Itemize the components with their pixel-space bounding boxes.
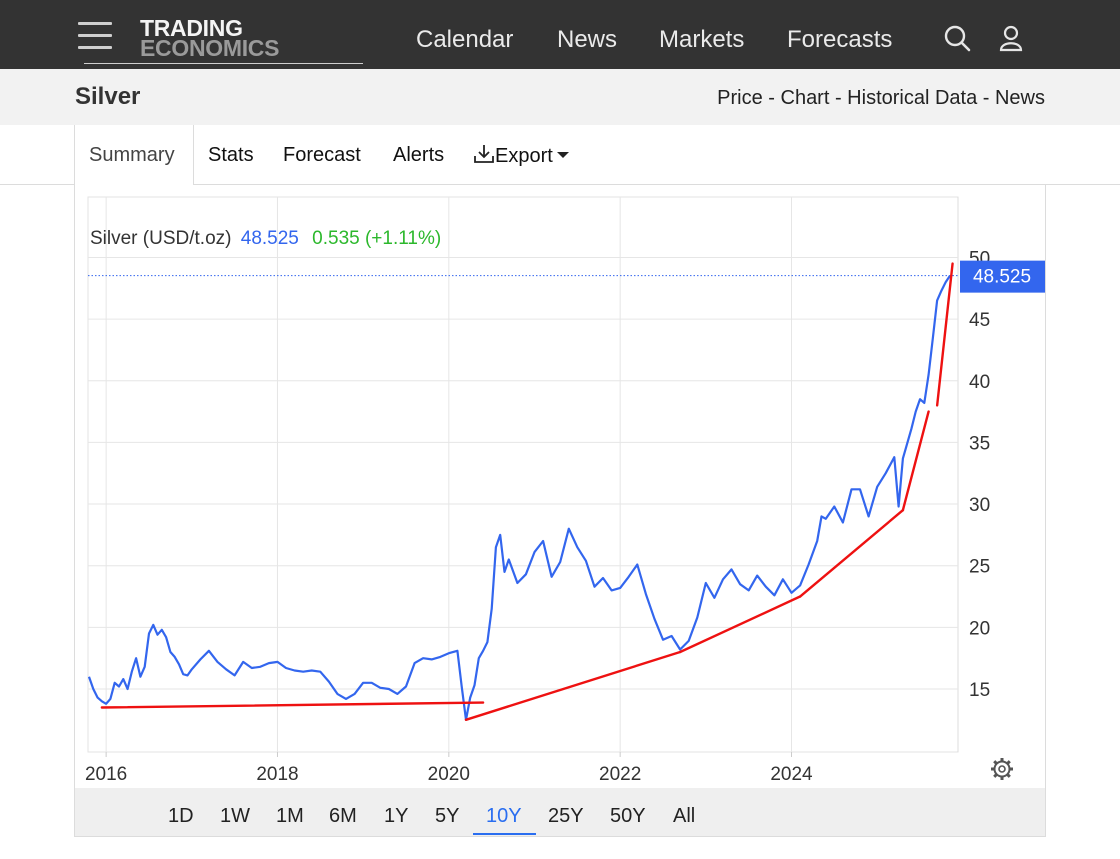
tabs-row: Summary Stats Forecast Alerts Export [0,125,1120,185]
tab-summary[interactable]: Summary [89,144,175,166]
tab-underline [84,63,363,64]
gear-icon[interactable] [991,758,1013,780]
trendline [100,701,485,709]
user-icon[interactable] [997,24,1027,54]
legend-series-name: Silver (USD/t.oz) [90,228,232,249]
y-tick-label: 20 [969,618,990,639]
price-series-line [87,274,951,721]
x-tick-label: 2022 [599,764,641,785]
logo[interactable]: TRADING ECONOMICS [140,15,280,61]
y-tick-label: 25 [969,557,990,578]
logo-line2: ECONOMICS [140,35,280,61]
chart-box [74,185,1046,837]
trendline [798,509,905,598]
legend-change: 0.535 (+1.11%) [312,228,442,249]
tab-forecast[interactable]: Forecast [283,144,361,166]
page-title: Silver [75,83,141,110]
y-tick-label: 35 [969,433,990,454]
range-10y[interactable]: 10Y [486,805,522,827]
plot-frame [87,196,959,753]
range-1w[interactable]: 1W [220,805,250,827]
trendline [678,595,802,654]
logo-line1: TRADING [140,15,243,41]
y-tick-label: 45 [969,310,990,331]
range-1m[interactable]: 1M [276,805,304,827]
trendline [901,410,930,512]
range-1y[interactable]: 1Y [384,805,409,827]
range-active-underline [473,833,536,835]
chart-legend: Silver (USD/t.oz) 48.525 0.535 (+1.11%) [90,228,441,250]
y-tick-label: 30 [969,495,990,516]
nav-markets[interactable]: Markets [659,26,745,53]
x-tick-label: 2024 [770,764,813,785]
title-bar: Silver Price - Chart - Historical Data -… [0,69,1120,125]
x-tick-label: 2016 [85,764,127,785]
tab-export[interactable]: Export [473,144,569,168]
nav-news[interactable]: News [557,26,618,53]
range-25y[interactable]: 25Y [548,805,584,827]
range-all[interactable]: All [673,805,696,827]
price-tag-label: 48.525 [973,267,1031,288]
trendline [464,650,682,722]
gear-hub [998,765,1006,773]
range-1d[interactable]: 1D [168,805,194,827]
gear-ring [993,760,1011,778]
menu-icon[interactable] [78,22,112,52]
nav-forecasts[interactable]: Forecasts [787,26,893,53]
x-tick-label: 2020 [428,764,470,785]
legend-price: 48.525 [240,228,299,249]
range-6m[interactable]: 6M [329,805,357,827]
trendline [935,262,954,407]
tab-export-label: Export [495,145,553,167]
y-tick-label: 15 [969,680,990,701]
tab-summary-box[interactable] [75,125,194,185]
search-icon[interactable] [942,24,972,54]
nav-calendar[interactable]: Calendar [416,26,514,53]
caret-down-icon [556,152,569,158]
tab-stats[interactable]: Stats [208,144,254,166]
tab-alerts[interactable]: Alerts [393,144,445,166]
tabs-frame-left [74,125,75,185]
y-tick-label: 40 [969,372,990,393]
top-bar: TRADING ECONOMICS Calendar News Markets … [0,0,1120,69]
range-50y[interactable]: 50Y [610,805,646,827]
download-icon [474,145,494,163]
breadcrumb[interactable]: Price - Chart - Historical Data - News [717,87,1045,109]
range-selector: 1D 1W 1M 6M 1Y 5Y 10Y 25Y 50Y All [75,788,1045,836]
x-tick-label: 2018 [256,764,298,785]
range-5y[interactable]: 5Y [435,805,460,827]
price-tag [960,260,1045,293]
